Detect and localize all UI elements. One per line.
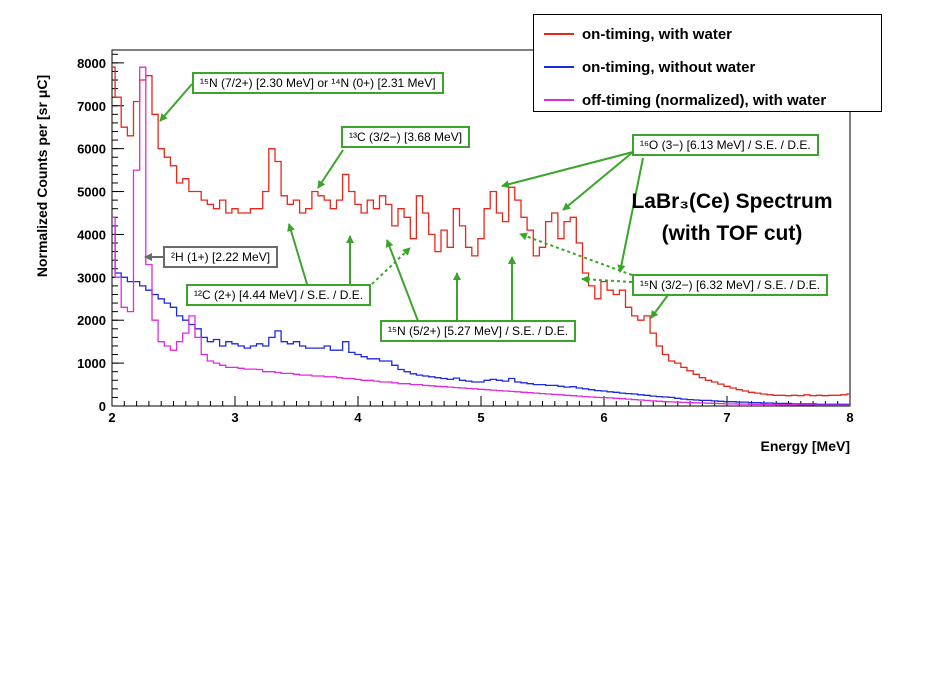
legend-item-with-water: on-timing, with water [534, 21, 732, 47]
arrow-15n-230 [159, 83, 193, 122]
y-tick-label: 7000 [77, 99, 106, 114]
chart-subtitle: (with TOF cut) [661, 222, 803, 245]
annotation-15n-5.27: ¹⁵N (5/2+) [5.27 MeV] / S.E. / D.E. [380, 320, 577, 342]
arrow-12c-a [287, 223, 308, 285]
legend-swatch-red [544, 33, 574, 35]
x-tick-label: 8 [846, 410, 853, 425]
annotation-arrows [144, 83, 669, 322]
chart-title: LaBr₃(Ce) Spectrum [631, 190, 833, 213]
x-tick-label: 5 [477, 410, 484, 425]
arrow-12c-c [371, 247, 411, 285]
legend-item-off-timing: off-timing (normalized), with water [534, 87, 826, 113]
series-line-1 [112, 225, 850, 405]
annotation-12c-4.44: ¹²C (2+) [4.44 MeV] / S.E. / D.E. [186, 284, 372, 306]
y-tick-label: 8000 [77, 56, 106, 71]
annotation-2h-2.22: ²H (1+) [2.22 MeV] [163, 246, 279, 268]
x-tick-label: 4 [354, 410, 362, 425]
y-tick-label: 2000 [77, 313, 106, 328]
y-tick-label: 5000 [77, 185, 106, 200]
y-tick-label: 0 [99, 399, 106, 414]
arrow-16o-c [617, 157, 644, 273]
x-tick-label: 7 [723, 410, 730, 425]
legend: on-timing, with water on-timing, without… [533, 14, 882, 112]
y-axis-label: Normalized Counts per [sr μC] [34, 75, 50, 277]
annotation-15n-6.32: ¹⁵N (3/2−) [6.32 MeV] / S.E. / D.E. [632, 274, 829, 296]
annotation-15n-2.30: ¹⁵N (7/2+) [2.30 MeV] or ¹⁴N (0+) [2.31 … [192, 72, 444, 94]
annotation-13c-3.68: ¹³C (3/2−) [3.68 MeV] [341, 126, 471, 148]
y-tick-label: 6000 [77, 142, 106, 157]
arrow-16o-b [562, 151, 634, 211]
annotation-16o-6.13: ¹⁶O (3−) [6.13 MeV] / S.E. / D.E. [632, 134, 819, 156]
chart-title-block: LaBr₃(Ce) Spectrum (with TOF cut) [606, 186, 858, 250]
arrow-15n-527-a [385, 239, 419, 322]
legend-swatch-blue [544, 66, 574, 68]
legend-label: on-timing, with water [582, 25, 732, 43]
legend-item-without-water: on-timing, without water [534, 54, 755, 80]
x-axis-label: Energy [MeV] [761, 438, 850, 454]
series-line-0 [112, 66, 850, 397]
arrow-16o-a [501, 151, 634, 189]
arrow-15n-632-c [650, 294, 669, 319]
x-tick-label: 6 [600, 410, 607, 425]
arrow-15n-632-a [519, 232, 633, 276]
arrow-15n-632-b [581, 275, 633, 284]
legend-label: off-timing (normalized), with water [582, 91, 827, 109]
legend-swatch-magenta [544, 99, 574, 101]
arrow-13c-368 [317, 149, 344, 189]
x-tick-label: 3 [231, 410, 238, 425]
legend-label: on-timing, without water [582, 58, 756, 76]
y-tick-label: 1000 [77, 356, 106, 371]
x-tick-label: 2 [108, 410, 115, 425]
series-line-2 [112, 66, 850, 406]
y-tick-label: 4000 [77, 227, 106, 242]
y-tick-label: 3000 [77, 270, 106, 285]
